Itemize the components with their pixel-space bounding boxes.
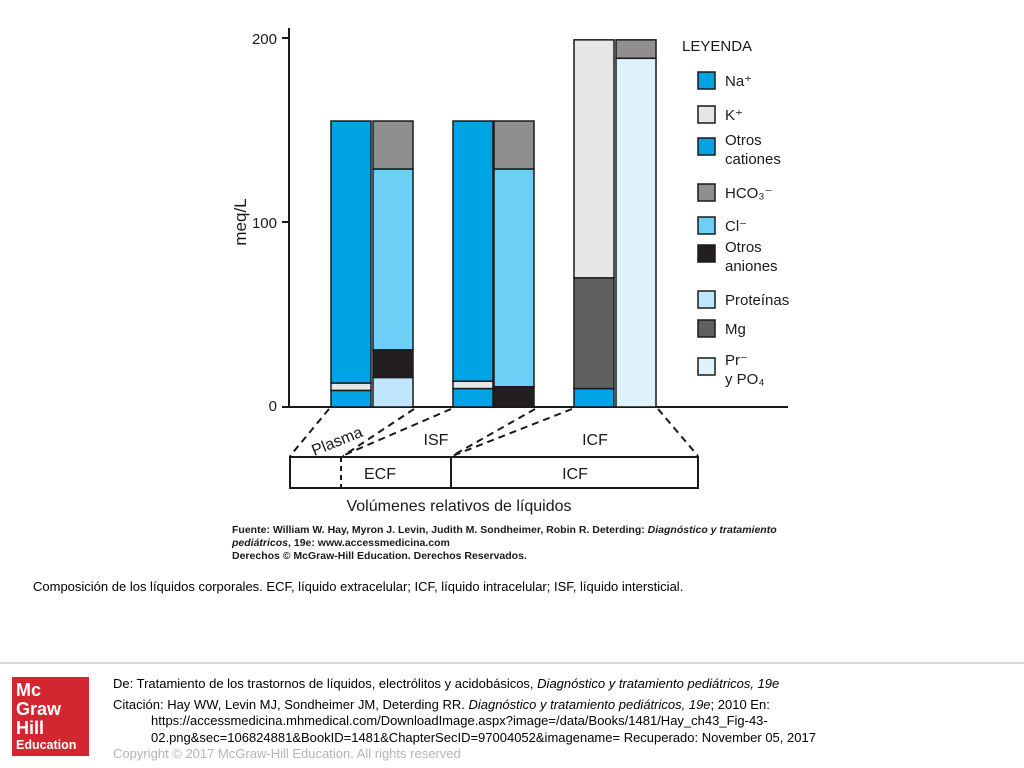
source-fuente-suffix: , 19e: www.accessmedicina.com xyxy=(288,537,450,549)
legend-swatch-hco3 xyxy=(697,183,716,202)
bar-4-segment-otros_aniones xyxy=(493,385,535,408)
legend-swatch-pr_po4 xyxy=(697,357,716,376)
y-axis: 0 100 200 meq/L xyxy=(231,28,788,415)
figure-caption: Composición de los líquidos corporales. … xyxy=(33,579,684,594)
bar-1-segment-otros_cationes xyxy=(330,389,372,408)
icf-connector-left xyxy=(451,408,573,457)
bar-4-segment-cl xyxy=(493,168,535,388)
bar-2-segment-proteinas xyxy=(372,376,414,408)
plasma-connector-right xyxy=(342,408,415,457)
footer-citation-suffix: ; 2010 En: xyxy=(710,697,770,712)
footer-divider xyxy=(0,662,1024,664)
legend-swatch-otros_cationes xyxy=(697,137,716,156)
legend-label-k: K⁺ xyxy=(725,107,743,124)
group-connectors xyxy=(289,408,699,457)
footer-url-line-1: https://accessmedicina.mhmedical.com/Dow… xyxy=(151,713,768,728)
mcgraw-hill-logo: Mc Graw Hill Education xyxy=(12,677,89,756)
copyright-text: Copyright © 2017 McGraw-Hill Education. … xyxy=(113,746,461,761)
footer-from-book: Diagnóstico y tratamiento pediátricos, 1… xyxy=(537,676,780,691)
bar-1-segment-na xyxy=(330,120,372,384)
legend-swatch-na xyxy=(697,71,716,90)
bar-3-segment-na xyxy=(452,120,494,382)
legend-label-mg: Mg xyxy=(725,321,746,338)
legend: LEYENDA Na⁺ K⁺ Otros cationes HCO₃⁻ Cl⁻ Otros a… xyxy=(682,38,789,388)
footer-citation-book: Diagnóstico y tratamiento pediátricos, 1… xyxy=(468,697,711,712)
legend-label-otros_aniones: Otros aniones xyxy=(725,239,778,275)
group-label-isf: ISF xyxy=(424,432,449,449)
y-tick-label-200: 200 xyxy=(252,31,277,48)
bar-2-segment-hco3 xyxy=(372,120,414,170)
logo-line-graw: Graw xyxy=(16,699,62,719)
logo-line-hill: Hill xyxy=(16,718,45,738)
bar-5-segment-otros_cationes xyxy=(573,387,615,408)
logo-line-education: Education xyxy=(16,738,77,752)
legend-label-cl: Cl⁻ xyxy=(725,218,747,235)
bar-1-segment-k xyxy=(330,382,372,392)
group-label-icf: ICF xyxy=(582,432,608,449)
footer-from-prefix: De: Tratamiento de los trastornos de líq… xyxy=(113,676,538,691)
footer-citation-prefix: Citación: Hay WW, Levin MJ, Sondheimer J… xyxy=(113,697,469,712)
legend-label-otros_cationes: Otros cationes xyxy=(725,132,781,168)
source-fuente: Fuente: William W. Hay, Myron J. Levin, … xyxy=(232,524,792,550)
volume-label-ecf: ECF xyxy=(364,466,396,483)
legend-swatch-k xyxy=(697,105,716,124)
bar-5-segment-k xyxy=(573,39,615,279)
bars-layer xyxy=(330,39,657,408)
source-fuente-prefix: Fuente: William W. Hay, Myron J. Levin, … xyxy=(232,524,648,536)
bar-2-segment-cl xyxy=(372,168,414,351)
source-derechos: Derechos © McGraw-Hill Education. Derech… xyxy=(232,550,527,562)
footer-from-line: De: Tratamiento de los trastornos de líq… xyxy=(113,676,779,691)
logo-line-mc: Mc xyxy=(16,680,42,700)
legend-label-pr_po4: Pr⁻ y PO₄ xyxy=(725,352,764,388)
bar-3-segment-otros_cationes xyxy=(452,387,494,408)
legend-label-na: Na⁺ xyxy=(725,73,752,90)
group-label-plasma: Plasma xyxy=(309,424,365,460)
stacked-bar-chart: 0 100 200 meq/L Plasma ISF ICF ECF ICF V… xyxy=(231,28,789,515)
legend-swatch-proteinas xyxy=(697,290,716,309)
icf-connector-right xyxy=(657,408,699,457)
footer-citation-line: Citación: Hay WW, Levin MJ, Sondheimer J… xyxy=(113,697,770,712)
isf-connector-left xyxy=(341,408,452,457)
isf-connector-right xyxy=(451,408,536,457)
legend-label-hco3: HCO₃⁻ xyxy=(725,185,772,202)
legend-swatch-cl xyxy=(697,216,716,235)
source-fuente-book: Diagnóstico y tratamiento pediátricos xyxy=(232,524,777,549)
volume-label-icf: ICF xyxy=(562,466,588,483)
y-axis-label: meq/L xyxy=(231,198,250,245)
volume-box-outline xyxy=(289,456,699,489)
bar-6-segment-pr_po4 xyxy=(615,57,657,408)
bar-6-segment-hco3 xyxy=(615,39,657,60)
legend-swatch-mg xyxy=(697,319,716,338)
footer-url-line-2: 02.png&sec=106824881&BookID=1481&Chapter… xyxy=(151,730,816,745)
y-tick-label-0: 0 xyxy=(269,398,277,415)
volume-boxes: ECF ICF Volúmenes relativos de líquidos xyxy=(289,456,699,515)
bar-2-segment-otros_aniones xyxy=(372,349,414,379)
legend-label-proteinas: Proteínas xyxy=(725,292,789,309)
volume-title: Volúmenes relativos de líquidos xyxy=(346,498,571,515)
plasma-connector-left xyxy=(289,408,330,457)
figure-source: Fuente: William W. Hay, Myron J. Levin, … xyxy=(232,524,792,563)
bar-4-segment-hco3 xyxy=(493,120,535,170)
legend-title: LEYENDA xyxy=(682,38,752,55)
y-tick-label-100: 100 xyxy=(252,215,277,232)
bar-5-segment-mg xyxy=(573,277,615,390)
bar-3-segment-k xyxy=(452,380,494,390)
legend-swatch-otros_aniones xyxy=(697,244,716,263)
